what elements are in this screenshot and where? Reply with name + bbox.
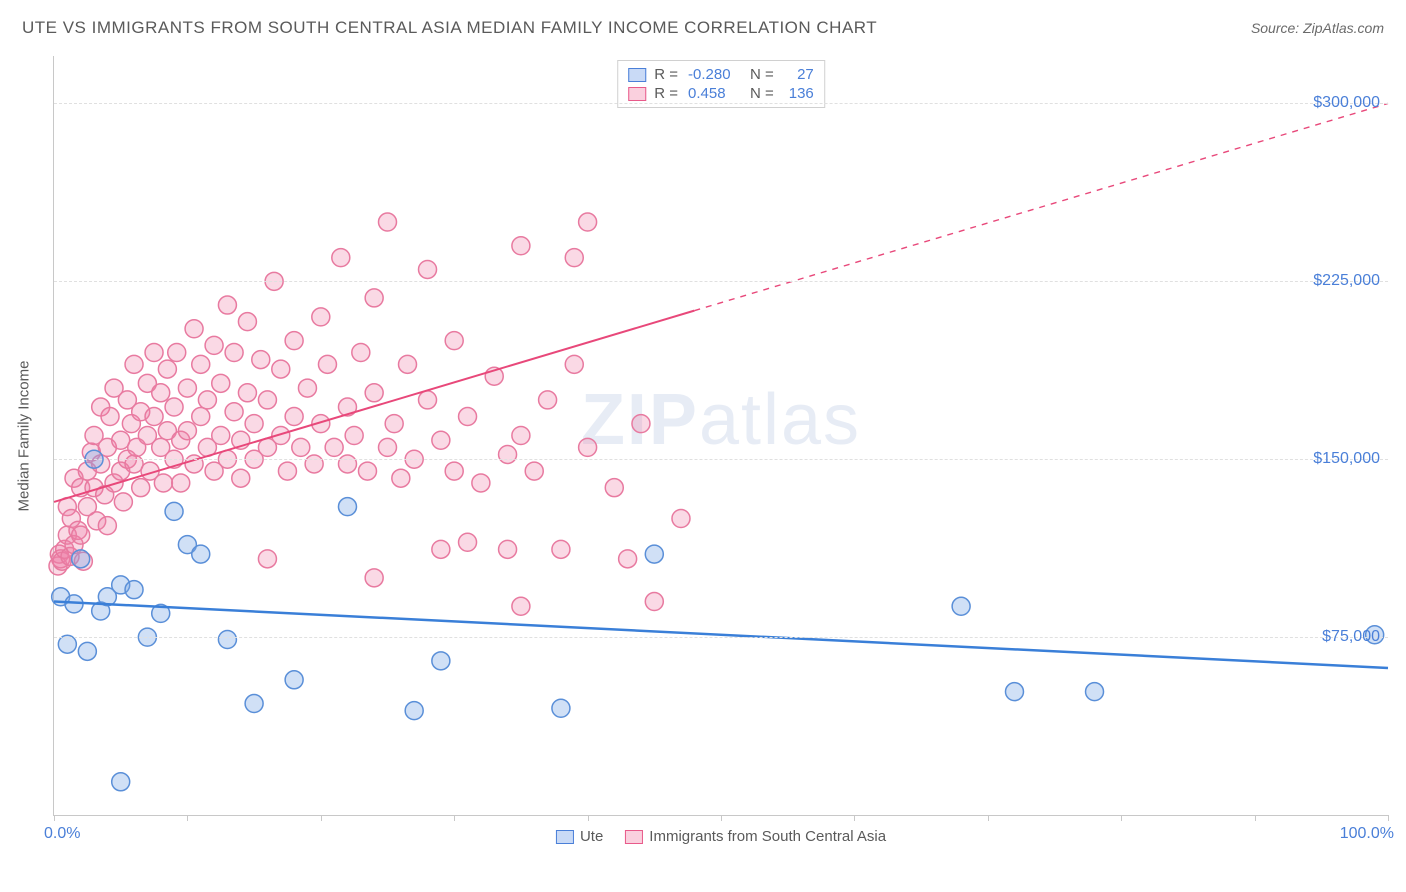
x-max-label: 100.0% (1340, 825, 1394, 843)
legend-item: Ute (556, 828, 603, 845)
plot-area: Median Family Income ZIPatlas R = -0.280… (53, 56, 1388, 816)
y-tick-label: $75,000 (1322, 628, 1380, 646)
header: UTE VS IMMIGRANTS FROM SOUTH CENTRAL ASI… (0, 0, 1406, 46)
y-tick-label: $225,000 (1313, 272, 1380, 290)
swatch-icon (625, 830, 643, 844)
legend-label: Ute (580, 828, 603, 845)
swatch-icon (556, 830, 574, 844)
legend-label: Immigrants from South Central Asia (649, 828, 886, 845)
x-min-label: 0.0% (44, 825, 80, 843)
y-tick-label: $300,000 (1313, 94, 1380, 112)
y-axis-title: Median Family Income (16, 360, 33, 511)
chart-title: UTE VS IMMIGRANTS FROM SOUTH CENTRAL ASI… (22, 18, 877, 38)
source-label: Source: ZipAtlas.com (1251, 20, 1384, 36)
chart-svg (54, 56, 1388, 815)
series-legend: Ute Immigrants from South Central Asia (556, 828, 886, 845)
y-tick-label: $150,000 (1313, 450, 1380, 468)
legend-item: Immigrants from South Central Asia (625, 828, 886, 845)
